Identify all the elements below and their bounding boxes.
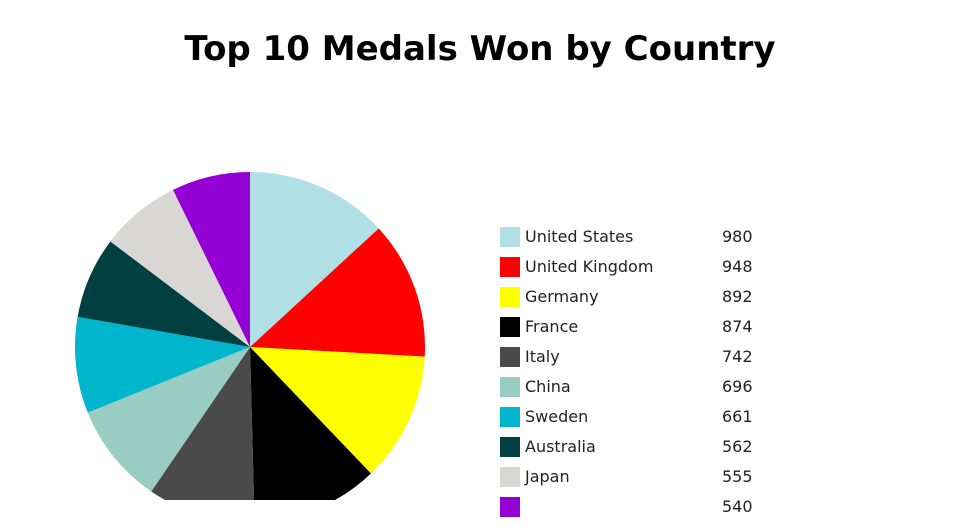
pie-slice (250, 347, 371, 500)
legend: United States 980 United Kingdom 948 Germany… (500, 226, 800, 526)
legend-item: China 696 (500, 376, 800, 406)
legend-value: 555 (722, 467, 753, 486)
legend-swatch (500, 407, 520, 427)
pie-slice (110, 189, 250, 347)
legend-label: Italy (525, 347, 560, 366)
legend-label: Japan (525, 467, 570, 486)
legend-label: China (525, 377, 571, 396)
legend-value: 980 (722, 227, 753, 246)
legend-swatch (500, 467, 520, 487)
pie-slice (151, 347, 255, 500)
legend-swatch (500, 377, 520, 397)
pie-chart (75, 172, 425, 500)
pie-slice (75, 316, 250, 413)
pie-slices (75, 172, 425, 500)
legend-swatch (500, 287, 520, 307)
chart-title: Top 10 Medals Won by Country (184, 29, 776, 69)
legend-value: 948 (722, 257, 753, 276)
legend-value: 874 (722, 317, 753, 336)
pie-slice (77, 241, 250, 347)
legend-swatch (500, 437, 520, 457)
legend-label: France (525, 317, 579, 336)
legend-label: United States (525, 227, 634, 246)
legend-item: Italy 742 (500, 346, 800, 376)
legend-value: 742 (722, 347, 753, 366)
legend-swatch (500, 317, 520, 337)
pie-slice (250, 228, 425, 357)
legend-item: Germany 892 (500, 286, 800, 316)
legend-value: 661 (722, 407, 753, 426)
legend-item: United States 980 (500, 226, 800, 256)
legend-item: Sweden 661 (500, 406, 800, 436)
legend-value: 892 (722, 287, 753, 306)
legend-swatch (500, 497, 520, 517)
legend-item: France 874 (500, 316, 800, 346)
legend-label: Sweden (525, 407, 589, 426)
legend-item: United Kingdom 948 (500, 256, 800, 286)
pie-slice (250, 172, 379, 347)
pie-slice (173, 172, 250, 347)
legend-item: Japan 555 (500, 466, 800, 496)
legend-item: 540 (500, 496, 800, 526)
legend-label: Germany (525, 287, 599, 306)
pie-slice (250, 347, 425, 474)
legend-swatch (500, 227, 520, 247)
legend-swatch (500, 257, 520, 277)
legend-label: Australia (525, 437, 596, 456)
legend-label: United Kingdom (525, 257, 654, 276)
legend-value: 540 (722, 497, 753, 516)
legend-swatch (500, 347, 520, 367)
legend-value: 696 (722, 377, 753, 396)
pie-slice (87, 347, 250, 492)
legend-value: 562 (722, 437, 753, 456)
legend-item: Australia 562 (500, 436, 800, 466)
